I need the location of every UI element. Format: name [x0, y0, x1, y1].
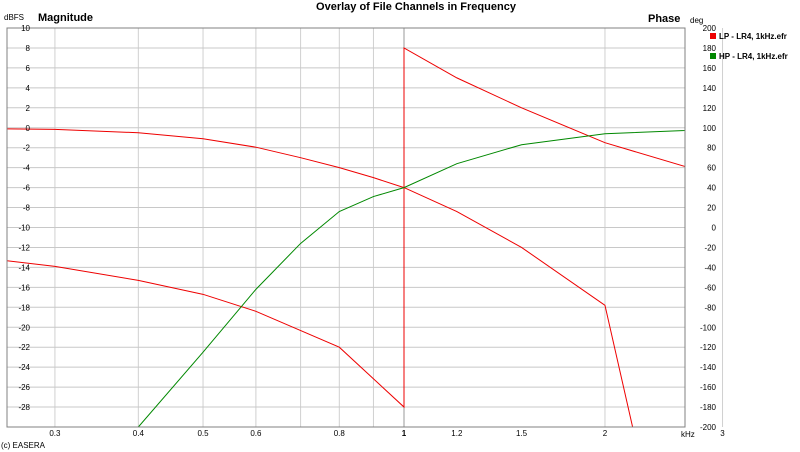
left-axis-tick-label: -24 — [18, 363, 30, 372]
left-axis-tick-label: 8 — [26, 44, 31, 53]
right-axis-tick-label: 140 — [703, 84, 717, 93]
right-axis-tick-label: -80 — [704, 303, 716, 312]
x-axis-tick-label: 0.3 — [49, 429, 61, 438]
left-axis-tick-label: -18 — [18, 303, 30, 312]
right-axis-tick-label: 20 — [707, 204, 716, 213]
left-axis-tick-label: -14 — [18, 263, 30, 272]
chart-title: Overlay of File Channels in Frequency — [316, 1, 517, 13]
left-axis-tick-label: -26 — [18, 383, 30, 392]
right-axis-tick-label: 0 — [712, 224, 717, 233]
x-axis-tick-label: 1.2 — [451, 429, 463, 438]
left-axis-tick-label: -28 — [18, 403, 30, 412]
left-axis-tick-label: -4 — [23, 164, 31, 173]
right-axis-tick-label: -200 — [700, 423, 717, 432]
left-axis-tick-label: 2 — [26, 104, 31, 113]
legend-label: HP - LR4, 1kHz.efr — [719, 52, 788, 61]
left-axis-unit: dBFS — [4, 13, 24, 22]
plot-frame — [6, 27, 686, 428]
right-axis-tick-label: 60 — [707, 164, 716, 173]
x-axis-ticks: 0.030.040.050.070.10.120.150.20.30.40.50… — [49, 429, 725, 438]
right-axis-tick-label: 80 — [707, 144, 716, 153]
left-axis-tick-label: -8 — [23, 204, 31, 213]
legend-swatch — [710, 53, 716, 59]
x-axis-tick-label: 0.6 — [250, 429, 262, 438]
right-axis-tick-label: 120 — [703, 104, 717, 113]
left-axis-tick-label: 0 — [26, 124, 31, 133]
x-axis-tick-label: 0.4 — [133, 429, 145, 438]
right-axis-tick-label: 180 — [703, 44, 717, 53]
left-axis-tick-label: -6 — [23, 184, 31, 193]
left-axis-ticks: 10 8 6 4 2 0 -2 -4 -6 -8 -10 -12 -14 -16 -18 -20 -22 -24 -… — [18, 24, 30, 412]
right-axis-tick-label: -100 — [700, 323, 717, 332]
lp-magnitude-line — [7, 128, 634, 427]
x-axis-tick-label: 0.8 — [334, 429, 346, 438]
x-axis-tick-label: 1.5 — [516, 429, 528, 438]
left-axis-tick-label: -20 — [18, 323, 30, 332]
left-axis-title: Magnitude — [38, 12, 93, 24]
legend-swatch — [710, 33, 716, 39]
left-axis-tick-label: 10 — [21, 24, 30, 33]
right-axis-tick-label: -40 — [704, 263, 716, 272]
left-axis-tick-label: 6 — [26, 64, 31, 73]
right-axis-tick-label: 200 — [703, 24, 717, 33]
right-axis-unit: deg — [690, 16, 703, 25]
right-axis-tick-label: 100 — [703, 124, 717, 133]
hp-magnitude-line — [137, 129, 685, 427]
right-axis-tick-label: -60 — [704, 283, 716, 292]
x-axis-tick-label: 3 — [720, 429, 725, 438]
left-axis-tick-label: -10 — [18, 224, 30, 233]
x-axis-tick-label: 1 — [402, 429, 407, 438]
legend: LP - LR4, 1kHz.efr HP - LR4, 1kHz.efr — [710, 32, 788, 61]
x-axis-unit: kHz — [681, 430, 695, 439]
right-axis-tick-label: -120 — [700, 343, 717, 352]
left-axis-tick-label: -22 — [18, 343, 30, 352]
left-axis-tick-label: -2 — [23, 144, 31, 153]
right-axis-title: Phase — [648, 13, 680, 25]
x-axis-tick-label: 0.5 — [197, 429, 209, 438]
right-axis-ticks: 200180160140120100806040200-20-40-60-80-… — [700, 24, 717, 432]
legend-label: LP - LR4, 1kHz.efr — [719, 32, 787, 41]
right-axis-tick-label: -160 — [700, 383, 717, 392]
series-layer — [7, 47, 685, 427]
right-axis-tick-label: -180 — [700, 403, 717, 412]
left-axis-tick-label: -16 — [18, 283, 30, 292]
grid — [7, 27, 724, 428]
right-axis-tick-label: 40 — [707, 184, 716, 193]
right-axis-tick-label: 160 — [703, 64, 717, 73]
left-axis-tick-label: 4 — [26, 84, 31, 93]
lp-phase-line — [7, 47, 685, 409]
right-axis-tick-label: -140 — [700, 363, 717, 372]
x-axis-tick-label: 2 — [603, 429, 608, 438]
left-axis-tick-label: -12 — [18, 243, 30, 252]
right-axis-tick-label: -20 — [704, 243, 716, 252]
copyright-text: (c) EASERA — [1, 441, 46, 450]
